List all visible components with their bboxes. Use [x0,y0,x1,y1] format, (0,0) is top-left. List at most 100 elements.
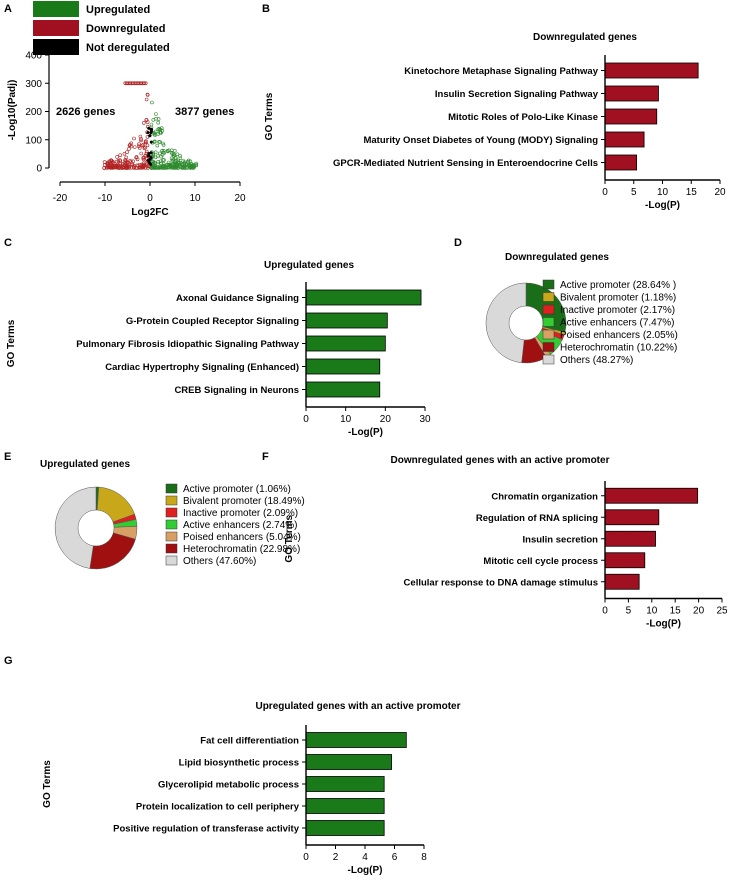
data-point [156,162,160,166]
x-tick-label: 15 [686,187,698,198]
data-point [139,137,143,141]
data-point [144,149,149,154]
data-point [166,149,170,154]
data-point [145,143,150,148]
legend-label: Active promoter (28.64% ) [560,280,676,291]
chart-title: Downregulated genes with an active promo… [391,455,610,466]
data-point [112,163,117,168]
data-point [143,145,147,150]
bar [305,754,392,770]
category-label: Positive regulation of transferase activ… [113,824,300,835]
data-point [107,159,112,164]
legend-swatch [542,292,555,302]
legend-label: Downregulated [86,23,165,35]
data-point [176,158,180,163]
down-count-label: 2626 genes [56,106,115,118]
bar [604,108,658,125]
data-point [189,163,194,168]
data-point [120,165,125,169]
data-point [174,164,179,169]
data-point [161,149,166,153]
legend-label: Poised enhancers (2.05%) [560,330,678,341]
data-point [141,157,146,162]
data-point [109,158,113,163]
data-point [155,143,160,148]
legend-label: Heterochromatin (22.98%) [183,544,300,555]
donut-chart-downregulated: Downregulated genes Active promoter (28.6… [485,252,678,366]
data-point [188,166,193,170]
category-label: Axonal Guidance Signaling [176,293,299,304]
data-point [141,163,145,167]
data-point [146,164,151,168]
chart-title: Upregulated genes with an active promote… [255,701,460,712]
x-tick-label: 0 [602,187,608,198]
category-label: Insulin secretion [523,534,599,545]
panel-label-f: F [262,451,269,463]
data-point [137,144,141,148]
data-point [174,163,179,167]
bar [604,573,640,590]
data-point [129,141,133,146]
legend-label: Upregulated [86,4,150,16]
data-point [178,156,183,160]
data-point [172,165,176,170]
panel-label-c: C [4,237,12,249]
category-label: Cellular response to DNA damage stimulus [404,577,598,588]
data-point [115,155,119,159]
data-point [118,153,122,157]
category-label: Regulation of RNA splicing [476,513,598,524]
data-point [129,165,133,170]
legend-label: Active enhancers (7.47%) [560,318,675,329]
x-tick-label: 30 [419,414,431,425]
data-point [173,155,178,160]
bar [305,776,385,792]
data-point [158,151,162,156]
x-tick-label: 20 [234,193,246,204]
legend-swatch [165,543,178,554]
data-point [190,163,195,168]
data-point [157,165,162,170]
legend-swatch [165,495,178,506]
data-point [142,121,146,125]
data-point [148,134,152,138]
data-point [159,161,163,166]
data-point [152,166,157,170]
data-point [146,154,151,158]
data-point [102,160,107,164]
data-point [152,132,157,137]
legend-label: Others (48.27%) [560,355,633,366]
pie-slice [485,282,527,364]
data-point [182,161,187,165]
bar [305,312,388,329]
data-point [127,143,132,148]
category-label: Mitotic cell cycle process [483,556,598,567]
data-point [156,117,161,121]
pie-slice [54,486,97,569]
category-label: G-Protein Coupled Receptor Signaling [126,316,299,327]
data-point [153,139,157,144]
up-count-label: 3877 genes [175,106,234,118]
bar [604,552,646,569]
data-point [137,142,141,146]
data-point [128,158,132,163]
data-point [129,159,133,164]
data-point [144,118,149,122]
category-label: Protein localization to cell periphery [136,802,300,813]
category-label: Maturity Onset Diabetes of Young (MODY) … [363,135,598,146]
data-point [150,100,154,105]
category-label: Kinetochore Metaphase Signaling Pathway [404,66,598,77]
legend-label: Inactive promoter (2.17%) [560,305,675,316]
y-tick-label: 200 [25,107,42,118]
panel-label-e: E [4,451,11,463]
bar-chart-down-active-promoter: Downregulated genes with an active promo… [284,455,728,630]
data-point [132,145,137,149]
data-point [158,130,162,135]
x-tick-label: 2 [333,852,339,863]
x-tick-label: 10 [646,606,658,617]
x-tick-label: 6 [392,852,398,863]
data-point [123,158,128,162]
x-tick-label: 20 [714,187,726,198]
data-point [139,151,143,156]
data-point [122,152,127,156]
chart-title: Downregulated genes [505,252,609,263]
